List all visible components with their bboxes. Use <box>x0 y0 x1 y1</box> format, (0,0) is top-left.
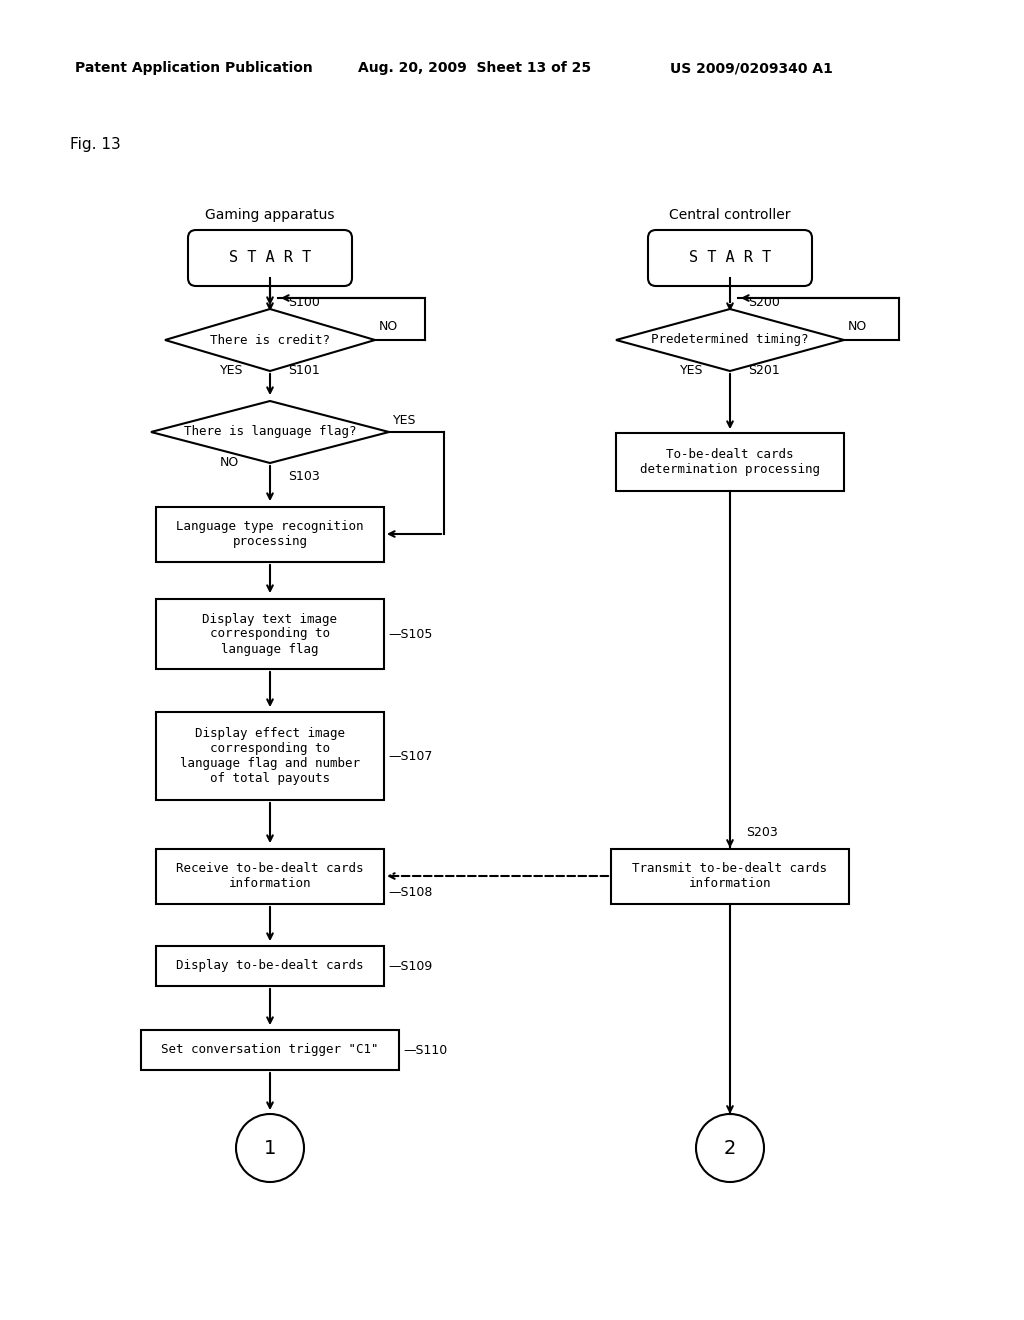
Text: NO: NO <box>848 319 867 333</box>
Text: S201: S201 <box>748 363 779 376</box>
Bar <box>141 1030 399 1071</box>
Text: Set conversation trigger "C1": Set conversation trigger "C1" <box>161 1044 379 1056</box>
Text: S101: S101 <box>288 363 319 376</box>
FancyBboxPatch shape <box>188 230 352 286</box>
Text: Display to-be-dealt cards: Display to-be-dealt cards <box>176 960 364 973</box>
Text: S T A R T: S T A R T <box>689 251 771 265</box>
Circle shape <box>236 1114 304 1181</box>
Text: Patent Application Publication: Patent Application Publication <box>75 61 312 75</box>
Text: —S107: —S107 <box>388 750 432 763</box>
Text: Aug. 20, 2009  Sheet 13 of 25: Aug. 20, 2009 Sheet 13 of 25 <box>358 61 591 75</box>
Polygon shape <box>616 309 844 371</box>
Text: Fig. 13: Fig. 13 <box>70 137 121 153</box>
Text: —S109: —S109 <box>388 960 432 973</box>
Text: S203: S203 <box>746 825 778 838</box>
Text: S100: S100 <box>288 296 319 309</box>
Text: Central controller: Central controller <box>670 209 791 222</box>
Text: —S108: —S108 <box>388 886 432 899</box>
Text: To-be-dealt cards
determination processing: To-be-dealt cards determination processi… <box>640 447 820 477</box>
Text: YES: YES <box>220 363 244 376</box>
Text: 1: 1 <box>264 1138 276 1158</box>
Text: There is language flag?: There is language flag? <box>183 425 356 438</box>
Bar <box>156 849 384 903</box>
Text: S T A R T: S T A R T <box>229 251 311 265</box>
Text: Predetermined timing?: Predetermined timing? <box>651 334 809 346</box>
Text: Receive to-be-dealt cards
information: Receive to-be-dealt cards information <box>176 862 364 890</box>
Polygon shape <box>165 309 375 371</box>
Text: Transmit to-be-dealt cards
information: Transmit to-be-dealt cards information <box>633 862 827 890</box>
Text: 2: 2 <box>724 1138 736 1158</box>
Bar <box>611 849 849 903</box>
Text: NO: NO <box>379 319 398 333</box>
Text: Display effect image
corresponding to
language flag and number
of total payouts: Display effect image corresponding to la… <box>180 727 360 785</box>
Bar <box>156 711 384 800</box>
Bar <box>156 507 384 561</box>
Text: S103: S103 <box>288 470 319 483</box>
Text: Language type recognition
processing: Language type recognition processing <box>176 520 364 548</box>
Text: US 2009/0209340 A1: US 2009/0209340 A1 <box>670 61 833 75</box>
Text: —S110: —S110 <box>403 1044 447 1056</box>
Polygon shape <box>151 401 389 463</box>
Text: Gaming apparatus: Gaming apparatus <box>205 209 335 222</box>
Text: —S105: —S105 <box>388 627 432 640</box>
Circle shape <box>696 1114 764 1181</box>
Text: YES: YES <box>393 413 417 426</box>
FancyBboxPatch shape <box>648 230 812 286</box>
Bar <box>616 433 844 491</box>
Text: NO: NO <box>220 455 240 469</box>
Text: YES: YES <box>680 363 703 376</box>
Text: Display text image
corresponding to
language flag: Display text image corresponding to lang… <box>203 612 338 656</box>
Bar <box>156 599 384 669</box>
Text: There is credit?: There is credit? <box>210 334 330 346</box>
Bar <box>156 946 384 986</box>
Text: S200: S200 <box>748 296 780 309</box>
